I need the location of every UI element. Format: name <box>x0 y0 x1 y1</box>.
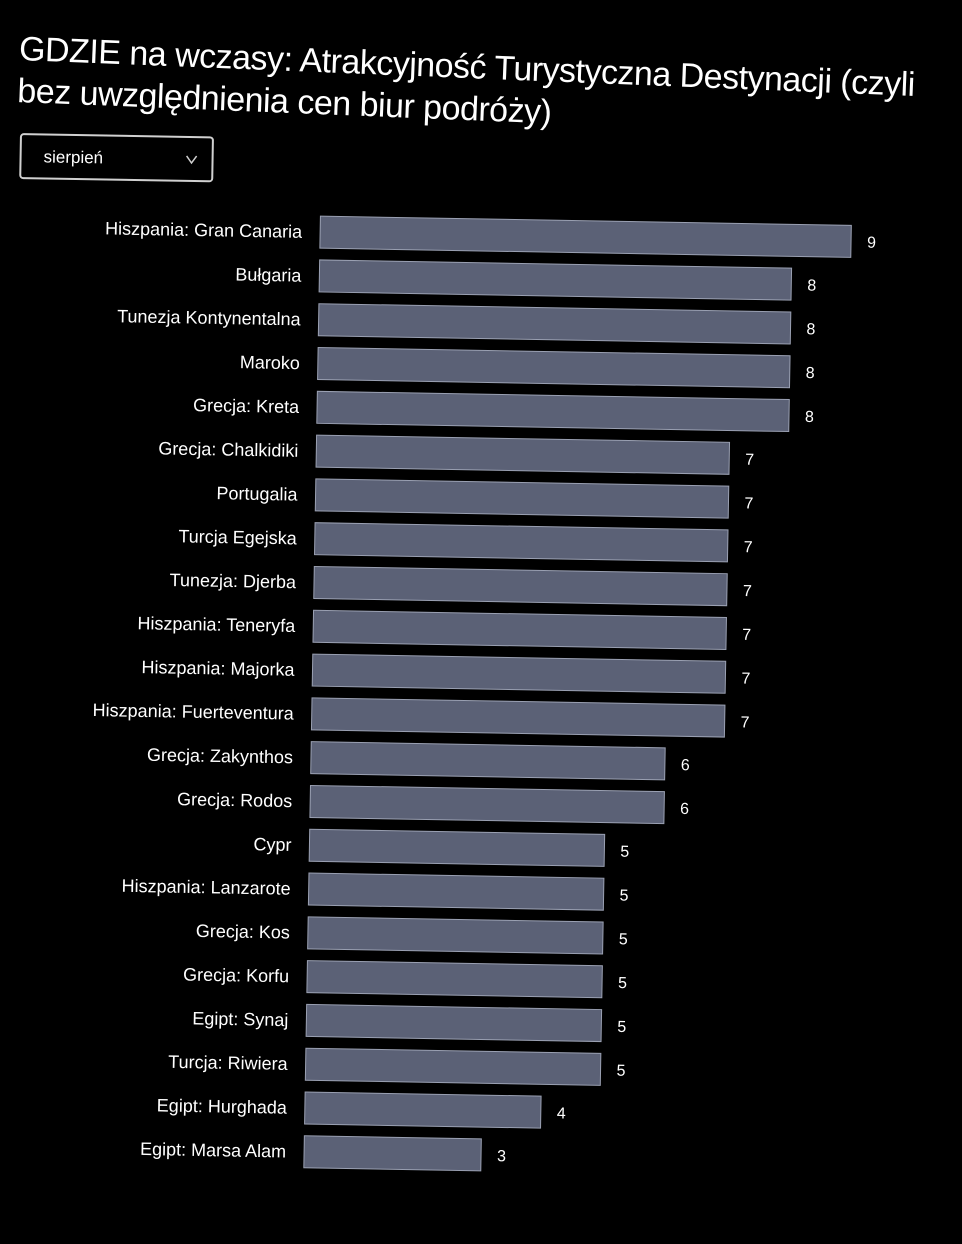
bar[interactable] <box>305 1003 603 1043</box>
category-label: Grecja: Korfu <box>183 964 289 986</box>
bar-value-label: 8 <box>807 277 816 294</box>
bar[interactable] <box>310 741 666 781</box>
bar[interactable] <box>307 916 604 955</box>
category-label: Grecja: Zakynthos <box>147 745 293 768</box>
category-label: Egipt: Hurghada <box>157 1095 288 1117</box>
bar-value-label: 3 <box>497 1148 506 1165</box>
category-label: Grecja: Kos <box>196 921 290 943</box>
bar-value-label: 5 <box>618 975 627 992</box>
bar-value-label: 7 <box>743 583 752 600</box>
chevron-down-icon <box>186 155 198 165</box>
category-label: Hiszpania: Gran Canaria <box>105 218 303 241</box>
bar[interactable] <box>311 653 727 694</box>
category-label: Grecja: Chalkidiki <box>158 438 298 460</box>
category-label: Bułgaria <box>235 264 302 285</box>
bar[interactable] <box>314 478 730 519</box>
category-label: Tunezja: Djerba <box>169 570 297 592</box>
bar-value-label: 7 <box>745 452 754 469</box>
bar[interactable] <box>304 1047 602 1086</box>
bar[interactable] <box>316 390 790 433</box>
bar[interactable] <box>319 215 852 258</box>
bar[interactable] <box>313 565 728 607</box>
bar[interactable] <box>308 828 606 867</box>
category-label: Hiszpania: Teneryfa <box>137 613 296 636</box>
category-label: Hiszpania: Majorka <box>141 657 295 680</box>
bar[interactable] <box>315 434 731 475</box>
category-label: Cypr <box>253 834 291 855</box>
bar-value-label: 7 <box>744 495 753 512</box>
bar-value-label: 8 <box>806 321 815 338</box>
category-label: Hiszpania: Fuerteventura <box>92 700 294 724</box>
bar[interactable] <box>307 872 605 911</box>
category-label: Portugalia <box>216 483 298 504</box>
bar[interactable] <box>317 303 792 345</box>
category-label: Turcja: Riwiera <box>168 1052 289 1074</box>
bar-value-label: 5 <box>617 1019 626 1036</box>
bar-value-label: 9 <box>867 235 876 252</box>
bar[interactable] <box>312 609 727 650</box>
bar-value-label: 5 <box>620 844 629 861</box>
bar-value-label: 5 <box>619 887 628 904</box>
category-label: Turcja Egejska <box>178 526 298 548</box>
category-label: Grecja: Rodos <box>177 789 292 811</box>
bar[interactable] <box>310 697 726 738</box>
bar[interactable] <box>303 1135 482 1172</box>
bar-value-label: 6 <box>681 757 690 774</box>
bar[interactable] <box>306 960 603 999</box>
bar-value-label: 7 <box>740 714 749 731</box>
category-label: Grecja: Kreta <box>193 395 300 417</box>
bar[interactable] <box>304 1091 542 1129</box>
bars-group: Hiszpania: Gran Canaria 9 Bułgaria 8 Tunezja… <box>92 215 876 1172</box>
bar-value-label: 7 <box>741 671 750 688</box>
bar-value-label: 7 <box>742 627 751 644</box>
bar-value-label: 5 <box>616 1063 625 1080</box>
category-label: Egipt: Synaj <box>192 1008 288 1030</box>
bar[interactable] <box>314 522 729 563</box>
category-label: Hiszpania: Lanzarote <box>121 876 290 899</box>
bar-value-label: 8 <box>806 365 815 382</box>
bar-value-label: 8 <box>805 409 814 426</box>
bar-value-label: 4 <box>557 1105 566 1122</box>
bar-value-label: 7 <box>744 539 753 556</box>
bar-value-label: 6 <box>680 801 689 818</box>
bar-value-label: 5 <box>619 931 628 948</box>
month-dropdown[interactable]: sierpień <box>19 133 214 183</box>
category-label: Maroko <box>240 352 300 373</box>
category-label: Egipt: Marsa Alam <box>140 1139 286 1162</box>
category-label: Tunezja Kontynentalna <box>117 306 302 329</box>
bar[interactable] <box>318 259 793 301</box>
bar[interactable] <box>309 784 665 825</box>
bar[interactable] <box>317 347 791 389</box>
